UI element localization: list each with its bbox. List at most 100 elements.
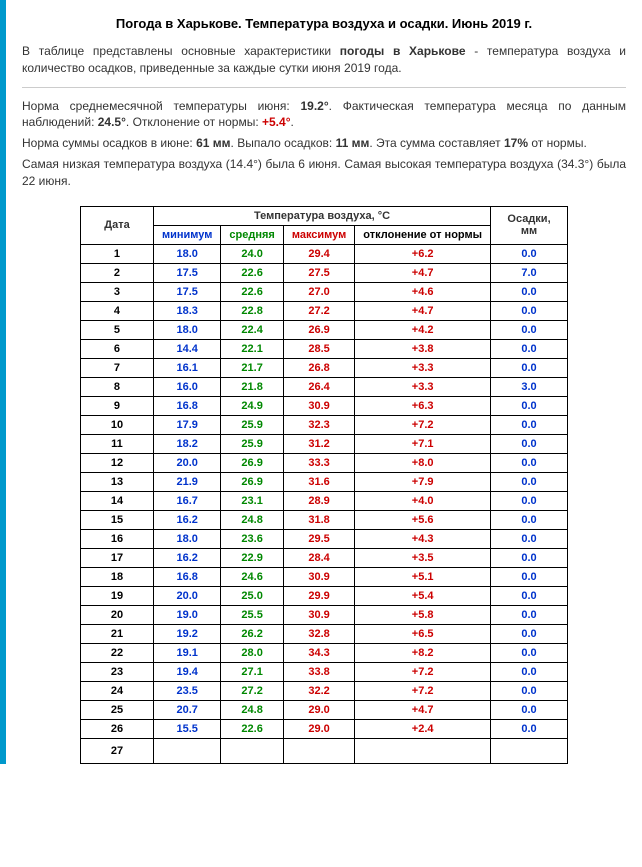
cell-min: 18.0 [153, 320, 220, 339]
cell-max: 32.2 [283, 681, 354, 700]
cell-min: 16.0 [153, 377, 220, 396]
cell-day: 18 [80, 567, 153, 586]
cell-dev: +4.0 [355, 491, 491, 510]
cell-day: 11 [80, 434, 153, 453]
cell-min: 20.0 [153, 586, 220, 605]
cell-min: 14.4 [153, 339, 220, 358]
cell-dev [355, 738, 491, 763]
cell-max: 30.9 [283, 605, 354, 624]
table-row: 1220.026.933.3+8.00.0 [80, 453, 567, 472]
table-row: 2423.527.232.2+7.20.0 [80, 681, 567, 700]
cell-max: 33.8 [283, 662, 354, 681]
cell-day: 5 [80, 320, 153, 339]
cell-day: 6 [80, 339, 153, 358]
cell-max: 32.8 [283, 624, 354, 643]
cell-min: 19.4 [153, 662, 220, 681]
cell-min: 16.7 [153, 491, 220, 510]
cell-min: 19.2 [153, 624, 220, 643]
cell-max: 27.5 [283, 263, 354, 282]
cell-dev: +8.2 [355, 643, 491, 662]
table-row: 2019.025.530.9+5.80.0 [80, 605, 567, 624]
table-row: 118.024.029.4+6.20.0 [80, 244, 567, 263]
stats-line-temp: Норма среднемесячной температуры июня: 1… [22, 98, 626, 132]
table-row: 2615.522.629.0+2.40.0 [80, 719, 567, 738]
cell-max: 29.9 [283, 586, 354, 605]
cell-min: 20.0 [153, 453, 220, 472]
cell-day: 17 [80, 548, 153, 567]
cell-prec: 3.0 [491, 377, 568, 396]
cell-prec: 0.0 [491, 529, 568, 548]
cell-min: 20.7 [153, 700, 220, 719]
col-temp-group: Температура воздуха, °C [153, 206, 490, 225]
cell-prec: 0.0 [491, 662, 568, 681]
cell-avg: 21.7 [221, 358, 283, 377]
weather-page: Погода в Харькове. Температура воздуха и… [0, 0, 642, 764]
cell-prec: 0.0 [491, 586, 568, 605]
cell-avg: 26.2 [221, 624, 283, 643]
divider [22, 87, 626, 88]
cell-prec [491, 738, 568, 763]
cell-prec: 0.0 [491, 681, 568, 700]
table-row: 418.322.827.2+4.70.0 [80, 301, 567, 320]
cell-avg: 22.9 [221, 548, 283, 567]
cell-dev: +4.3 [355, 529, 491, 548]
cell-prec: 0.0 [491, 567, 568, 586]
col-min: минимум [153, 225, 220, 244]
cell-avg: 27.1 [221, 662, 283, 681]
cell-max: 31.8 [283, 510, 354, 529]
cell-avg: 28.0 [221, 643, 283, 662]
cell-day: 16 [80, 529, 153, 548]
cell-prec: 0.0 [491, 453, 568, 472]
table-row: 1816.824.630.9+5.10.0 [80, 567, 567, 586]
cell-min [153, 738, 220, 763]
cell-avg: 25.9 [221, 415, 283, 434]
cell-dev: +3.3 [355, 358, 491, 377]
table-row: 518.022.426.9+4.20.0 [80, 320, 567, 339]
table-row: 1716.222.928.4+3.50.0 [80, 548, 567, 567]
cell-min: 19.0 [153, 605, 220, 624]
table-row: 2119.226.232.8+6.50.0 [80, 624, 567, 643]
col-precip: Осадки, мм [491, 206, 568, 244]
cell-dev: +4.7 [355, 700, 491, 719]
cell-max: 30.9 [283, 396, 354, 415]
cell-avg: 27.2 [221, 681, 283, 700]
cell-dev: +5.4 [355, 586, 491, 605]
cell-max [283, 738, 354, 763]
cell-prec: 7.0 [491, 263, 568, 282]
cell-avg: 25.9 [221, 434, 283, 453]
table-row: 816.021.826.4+3.33.0 [80, 377, 567, 396]
cell-dev: +6.3 [355, 396, 491, 415]
cell-prec: 0.0 [491, 320, 568, 339]
cell-max: 26.9 [283, 320, 354, 339]
table-row: 1321.926.931.6+7.90.0 [80, 472, 567, 491]
table-row: 716.121.726.8+3.30.0 [80, 358, 567, 377]
stats-block: Норма среднемесячной температуры июня: 1… [22, 98, 626, 190]
cell-max: 27.0 [283, 282, 354, 301]
cell-dev: +4.6 [355, 282, 491, 301]
cell-max: 28.4 [283, 548, 354, 567]
cell-dev: +7.2 [355, 415, 491, 434]
cell-min: 15.5 [153, 719, 220, 738]
cell-day: 15 [80, 510, 153, 529]
table-row: 2219.128.034.3+8.20.0 [80, 643, 567, 662]
cell-day: 9 [80, 396, 153, 415]
cell-prec: 0.0 [491, 700, 568, 719]
cell-min: 17.5 [153, 282, 220, 301]
table-row: 2319.427.133.8+7.20.0 [80, 662, 567, 681]
cell-prec: 0.0 [491, 605, 568, 624]
table-row: 27 [80, 738, 567, 763]
table-row: 916.824.930.9+6.30.0 [80, 396, 567, 415]
cell-day: 13 [80, 472, 153, 491]
col-avg: средняя [221, 225, 283, 244]
cell-prec: 0.0 [491, 472, 568, 491]
cell-dev: +8.0 [355, 453, 491, 472]
cell-min: 18.2 [153, 434, 220, 453]
cell-day: 4 [80, 301, 153, 320]
cell-min: 17.9 [153, 415, 220, 434]
cell-prec: 0.0 [491, 510, 568, 529]
cell-avg: 24.9 [221, 396, 283, 415]
stats-line-precip: Норма суммы осадков в июне: 61 мм. Выпал… [22, 135, 626, 152]
cell-dev: +6.2 [355, 244, 491, 263]
cell-day: 26 [80, 719, 153, 738]
page-title: Погода в Харькове. Температура воздуха и… [22, 16, 626, 31]
